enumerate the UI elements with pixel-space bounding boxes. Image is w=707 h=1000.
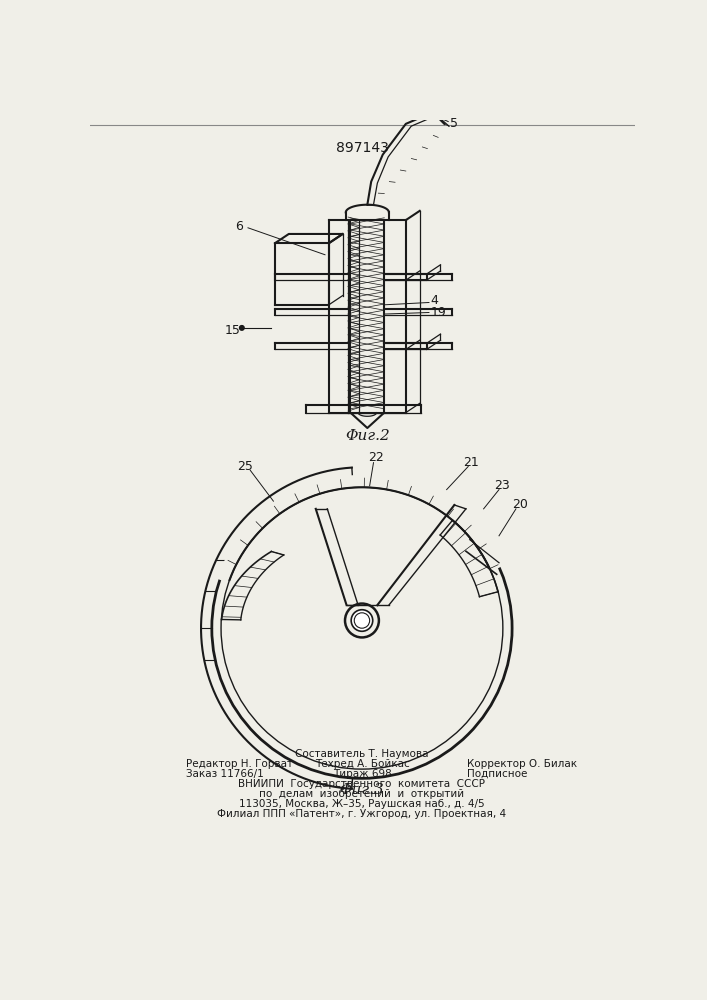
Text: Техред А. Бойкас: Техред А. Бойкас (315, 759, 409, 769)
Text: 897143: 897143 (336, 141, 388, 155)
Text: 15: 15 (225, 324, 241, 337)
Text: Φиг.2: Φиг.2 (345, 429, 390, 443)
Text: 4: 4 (431, 294, 438, 307)
Text: Редактор Н. Горват: Редактор Н. Горват (187, 759, 293, 769)
Text: Составитель Т. Наумова: Составитель Т. Наумова (296, 749, 428, 759)
Text: 6: 6 (235, 220, 243, 233)
Circle shape (240, 326, 244, 330)
Text: Филиал ППП «Патент», г. Ужгород, ул. Проектная, 4: Филиал ППП «Патент», г. Ужгород, ул. Про… (217, 809, 506, 819)
Text: Заказ 11766/1: Заказ 11766/1 (187, 769, 264, 779)
Text: 23: 23 (494, 479, 510, 492)
Text: Корректор О. Билак: Корректор О. Билак (467, 759, 578, 769)
Text: 22: 22 (368, 451, 384, 464)
Text: Тираж 698: Тираж 698 (332, 769, 392, 779)
Circle shape (351, 610, 373, 631)
Text: 21: 21 (464, 456, 479, 469)
Text: ВНИИПИ  Государственного  комитета  СССР: ВНИИПИ Государственного комитета СССР (238, 779, 486, 789)
Text: 5: 5 (450, 117, 457, 130)
Text: Подписное: Подписное (467, 769, 528, 779)
Text: 25: 25 (238, 460, 253, 473)
Text: 113035, Москва, Ж–35, Раушская наб., д. 4/5: 113035, Москва, Ж–35, Раушская наб., д. … (239, 799, 485, 809)
Text: по  делам  изобретений  и  открытий: по делам изобретений и открытий (259, 789, 464, 799)
Text: 20: 20 (512, 498, 528, 512)
Text: Φиг.3: Φиг.3 (339, 783, 385, 797)
Text: 19: 19 (431, 306, 446, 319)
